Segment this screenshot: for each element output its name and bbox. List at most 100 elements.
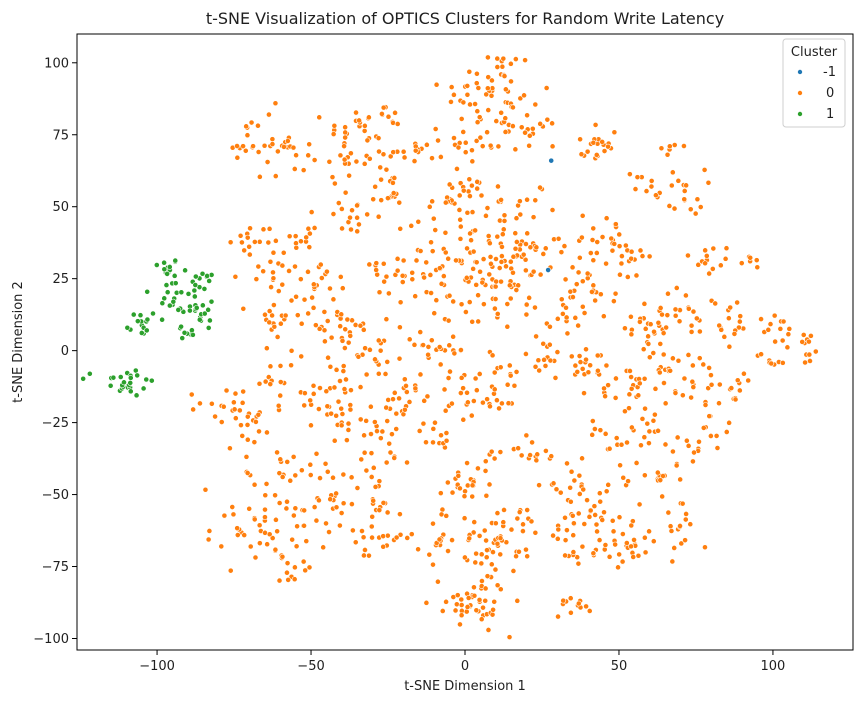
point-cluster-0-298 [370, 196, 377, 203]
point-cluster-0-606 [328, 334, 335, 341]
point-cluster-0-486 [599, 234, 606, 240]
point-cluster-0-682 [563, 314, 570, 321]
point-cluster-0-1409 [609, 517, 616, 524]
point-cluster-0-1351 [478, 616, 485, 623]
point-cluster-0-1468 [660, 473, 666, 479]
point-cluster-0-1316 [513, 553, 519, 560]
point-cluster-0-710 [628, 248, 635, 255]
point-cluster-0-41 [448, 99, 454, 105]
point-cluster-0-732 [641, 300, 648, 307]
point-cluster-0-1395 [524, 507, 531, 513]
point-cluster-0-508 [244, 234, 251, 241]
point-cluster-0-692 [612, 290, 619, 297]
point-cluster-0-781 [712, 300, 719, 307]
point-cluster-0-1417 [636, 501, 643, 508]
point-cluster-0-1523 [527, 452, 533, 459]
point-cluster-0-1580 [491, 455, 498, 462]
point-cluster-0-19 [499, 63, 506, 70]
point-cluster-0-1144 [206, 528, 213, 534]
point-cluster-0-540 [301, 296, 308, 303]
point-cluster-0-825 [799, 339, 806, 345]
point-cluster-0-1568 [726, 419, 733, 426]
point-cluster-0-937 [476, 371, 483, 377]
point-cluster-0-583 [240, 305, 247, 312]
point-cluster-1-45 [199, 270, 206, 277]
point-cluster-0-111 [248, 119, 255, 126]
point-cluster-1-54 [186, 307, 193, 314]
point-cluster-0-983 [432, 419, 438, 426]
point-cluster-0-531 [318, 275, 325, 281]
point-cluster-0-826 [802, 359, 808, 366]
point-cluster-0-1408 [581, 521, 588, 527]
point-cluster-0-1102 [256, 428, 262, 435]
point-cluster-0-46 [460, 99, 467, 106]
point-cluster-0-427 [523, 301, 530, 308]
point-cluster-0-1268 [483, 537, 489, 544]
point-cluster-0-376 [483, 212, 489, 219]
point-cluster-0-1191 [291, 564, 298, 571]
point-cluster-0-1460 [633, 460, 640, 466]
point-cluster-0-1315 [501, 507, 507, 513]
point-cluster-0-1091 [197, 400, 203, 407]
point-cluster-1-28 [178, 289, 185, 296]
point-cluster-0-860 [706, 365, 713, 371]
point-cluster-0-726 [650, 350, 657, 356]
point-cluster-0-429 [470, 248, 477, 255]
point-cluster-0-262 [484, 205, 491, 211]
point-cluster-0-596 [341, 345, 348, 351]
point-cluster-0-1470 [654, 469, 661, 476]
point-cluster-0-1033 [345, 427, 352, 433]
point-cluster-0-485 [594, 239, 601, 245]
point-cluster-0-543 [321, 309, 328, 315]
point-cluster-0-125 [269, 136, 276, 143]
point-cluster-0-986 [416, 428, 423, 434]
point-cluster-0-796 [721, 333, 728, 340]
point-cluster-0-584 [305, 310, 312, 317]
point-cluster-1-80 [132, 367, 139, 374]
point-cluster-1-75 [144, 316, 151, 323]
point-cluster-0-77 [495, 143, 502, 150]
point-cluster-0-505 [270, 249, 277, 256]
point-cluster-0-331 [523, 311, 530, 318]
point-cluster-0-78 [544, 116, 551, 123]
point-cluster-0-588 [274, 334, 281, 340]
point-cluster-0-314 [524, 196, 530, 203]
point-cluster-0-1245 [376, 507, 383, 514]
point-cluster-0-738 [659, 311, 665, 318]
point-cluster-0-1233 [404, 535, 411, 541]
point-cluster-0-494 [311, 225, 318, 231]
point-cluster-0-1199 [326, 529, 332, 535]
point-cluster-0-132 [284, 138, 291, 144]
point-cluster-0-433 [616, 231, 623, 238]
point-cluster-0-706 [618, 260, 625, 267]
point-cluster-0-653 [436, 344, 443, 350]
point-cluster-0-487 [292, 233, 299, 240]
point-cluster-0-1435 [570, 549, 577, 555]
point-cluster-0-1342 [497, 586, 504, 593]
point-cluster-0-1195 [284, 569, 290, 576]
point-cluster-0-639 [411, 341, 418, 348]
point-cluster-1-59 [206, 317, 213, 324]
point-cluster-0-819 [807, 358, 813, 364]
point-cluster-0-1223 [352, 539, 359, 546]
point-cluster-0-545 [279, 262, 286, 269]
point-cluster-0-785 [696, 328, 703, 335]
point-cluster-0-277 [460, 187, 467, 194]
point-cluster-0-647 [458, 347, 464, 353]
point-cluster-0-325 [469, 318, 476, 325]
point-cluster-0-934 [504, 381, 511, 388]
point-cluster-0-1043 [308, 422, 314, 429]
point-cluster-0-177 [390, 149, 397, 156]
point-cluster-0-1121 [272, 492, 278, 499]
point-cluster-0-617 [384, 359, 391, 365]
point-cluster-0-659 [540, 251, 547, 257]
point-cluster-0-1273 [497, 551, 504, 558]
point-cluster-0-1349 [482, 597, 489, 604]
point-cluster-0-67 [502, 115, 509, 122]
point-cluster-0-1206 [322, 460, 329, 467]
point-cluster-0-1071 [267, 363, 274, 370]
point-cluster-0-745 [610, 298, 617, 305]
point-cluster-0-1560 [690, 458, 696, 465]
point-cluster-0-1464 [677, 476, 684, 483]
point-cluster-0-273 [478, 192, 485, 199]
